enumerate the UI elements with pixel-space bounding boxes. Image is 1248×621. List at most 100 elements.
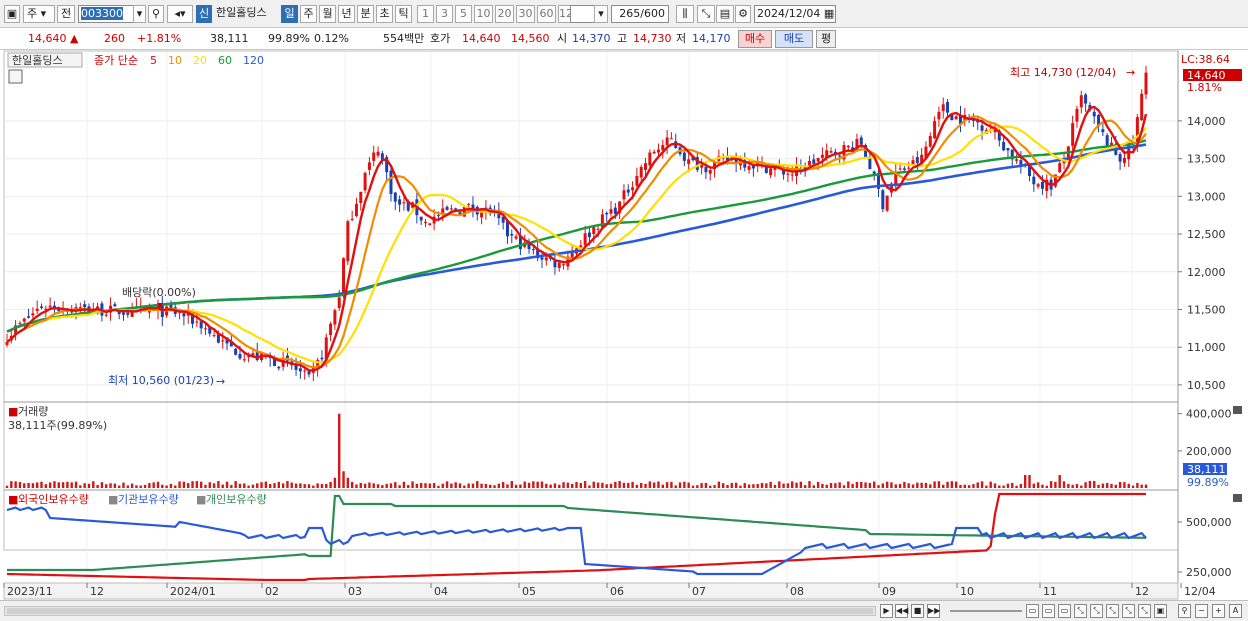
tool-5-icon[interactable]: ⤡ xyxy=(1138,604,1151,618)
font-size-icon[interactable]: A xyxy=(1229,604,1242,618)
interval-dropdown-icon[interactable]: ▾ xyxy=(594,5,608,23)
period-tab-0[interactable]: 일 xyxy=(281,5,298,23)
tool-3-icon[interactable]: ⤡ xyxy=(1106,604,1119,618)
candle-body xyxy=(1015,159,1019,161)
candle-body xyxy=(402,202,406,204)
interval-button-20[interactable]: 20 xyxy=(495,5,514,23)
date-tick-3: 02 xyxy=(265,585,279,598)
volume-bar xyxy=(652,482,656,488)
sound-icon[interactable]: ◂▾ xyxy=(167,5,193,23)
period-tab-5[interactable]: 초 xyxy=(376,5,393,23)
interval-button-60[interactable]: 60 xyxy=(537,5,556,23)
volume-bar xyxy=(66,481,69,488)
volume-bar xyxy=(338,413,341,488)
settings-gear-icon[interactable]: ⚙ xyxy=(735,5,751,23)
period-tab-6[interactable]: 틱 xyxy=(395,5,412,23)
candle-body xyxy=(247,356,251,358)
scroll-thumb[interactable] xyxy=(7,608,873,614)
candle-body xyxy=(1028,165,1032,176)
last-price-tag: 14,640 xyxy=(1187,69,1226,82)
volume-bar xyxy=(885,481,889,488)
chart-area[interactable]: 한일홀딩스 종가 단순 5 10 20 60 120 최고 14,730 (12/04)… xyxy=(0,50,1248,600)
search-icon[interactable]: ⚲ xyxy=(148,5,164,23)
period-tab-4[interactable]: 분 xyxy=(357,5,374,23)
sell-button[interactable]: 매도 xyxy=(775,30,813,48)
volume-bar xyxy=(1032,483,1036,488)
layout-1-icon[interactable]: ▭ xyxy=(1026,604,1039,618)
candle-body xyxy=(946,102,950,113)
candle-body xyxy=(354,203,358,216)
candle-body xyxy=(376,151,380,156)
market-select[interactable]: 주 ▾ xyxy=(23,5,55,23)
save-icon[interactable]: ▤ xyxy=(716,5,734,23)
candle-body xyxy=(221,340,225,342)
period-tab-2[interactable]: 월 xyxy=(319,5,336,23)
high-label: 고 xyxy=(617,32,628,45)
candle-body xyxy=(40,306,44,308)
draw-tool-icon[interactable]: ⤡ xyxy=(697,5,715,23)
volume-bar xyxy=(156,481,160,488)
volume-bar xyxy=(14,481,17,488)
ma-legend-10: 10 xyxy=(168,54,182,67)
scroll-track[interactable] xyxy=(4,606,876,616)
tool-2-icon[interactable]: ⤡ xyxy=(1090,604,1103,618)
volume-bar xyxy=(493,485,496,488)
count-input[interactable]: 265/600 xyxy=(611,5,669,23)
volume-info: 38,111주(99.89%) xyxy=(8,419,107,432)
zoom-search-icon[interactable]: ⚲ xyxy=(1178,604,1191,618)
count-total: /600 xyxy=(640,7,665,20)
layout-3-icon[interactable]: ▭ xyxy=(1058,604,1071,618)
calendar-icon[interactable]: ▦ xyxy=(823,7,835,20)
volume-bar xyxy=(648,481,652,488)
chart-table-icon[interactable] xyxy=(8,69,23,84)
candle-body xyxy=(298,368,302,372)
date-tick-6: 05 xyxy=(522,585,536,598)
candle-body xyxy=(838,155,842,157)
candle-body xyxy=(864,145,868,158)
candle-body xyxy=(238,353,242,359)
volume-bar xyxy=(877,485,880,488)
volume-panel-close-icon[interactable] xyxy=(1233,406,1242,414)
volume-bar xyxy=(424,483,427,488)
candle-body xyxy=(907,167,911,169)
ask-price: 14,640 xyxy=(462,32,501,45)
volume-bar xyxy=(985,485,988,488)
candle-body xyxy=(924,146,928,158)
volume-bar xyxy=(687,482,690,488)
interval-button-3[interactable]: 3 xyxy=(436,5,453,23)
volume-bar xyxy=(1023,475,1027,488)
prev-button[interactable]: 전 xyxy=(57,5,75,23)
code-dropdown-icon[interactable]: ▾ xyxy=(133,5,146,23)
tool-1-icon[interactable]: ⤡ xyxy=(1074,604,1087,618)
candle-body xyxy=(1058,163,1062,173)
stop-icon[interactable]: ■ xyxy=(911,604,924,618)
zoom-slider[interactable] xyxy=(950,610,1022,612)
zoom-in-icon[interactable]: + xyxy=(1212,604,1225,618)
volume-bar xyxy=(368,482,371,488)
interval-button-30[interactable]: 30 xyxy=(516,5,535,23)
scroll-right-icon[interactable]: ▶ xyxy=(880,604,893,618)
candle-body xyxy=(471,204,475,210)
stock-code-input[interactable]: 003300 xyxy=(78,5,146,23)
buy-button[interactable]: 매수 xyxy=(738,30,772,48)
period-tab-3[interactable]: 년 xyxy=(338,5,355,23)
candle-body xyxy=(648,152,652,166)
interval-button-10[interactable]: 10 xyxy=(474,5,493,23)
rewind-icon[interactable]: ◀◀ xyxy=(895,604,908,618)
volume-bar xyxy=(1144,484,1148,488)
candle-body xyxy=(747,166,751,170)
forward-icon[interactable]: ▶▶ xyxy=(927,604,940,618)
eval-button[interactable]: 평 xyxy=(816,30,836,48)
interval-button-5[interactable]: 5 xyxy=(455,5,472,23)
interval-button-1[interactable]: 1 xyxy=(417,5,434,23)
tool-4-icon[interactable]: ⤡ xyxy=(1122,604,1135,618)
layout-2-icon[interactable]: ▭ xyxy=(1042,604,1055,618)
holding-panel-close-icon[interactable] xyxy=(1233,494,1242,502)
period-tab-1[interactable]: 주 xyxy=(300,5,317,23)
candle-body xyxy=(613,207,617,214)
candle-type-icon[interactable]: ⫼ xyxy=(676,5,694,23)
zoom-out-icon[interactable]: − xyxy=(1195,604,1208,618)
window-menu-icon[interactable]: ▣ xyxy=(4,5,20,23)
date-input[interactable]: 2024/12/04 ▦ xyxy=(754,5,836,23)
capture-icon[interactable]: ▣ xyxy=(1154,604,1167,618)
